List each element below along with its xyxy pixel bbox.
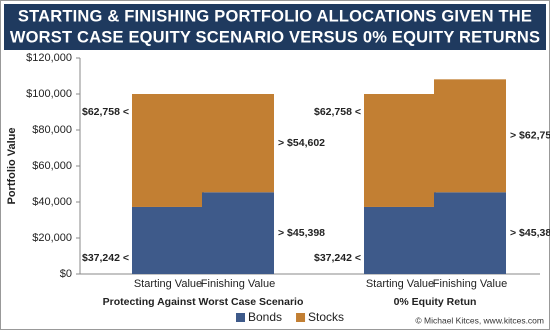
group-label: 0% Equity Retun [394, 296, 477, 308]
x-tick-label: Starting Value [366, 278, 434, 290]
credit: © Michael Kitces, www.kitces.com [415, 315, 544, 325]
value-label: > $54,602 [278, 137, 325, 149]
x-tick-label: Starting Value [134, 278, 202, 290]
x-tick-label: Finishing Value [433, 278, 507, 290]
y-tick-label: $100,000 [26, 88, 72, 100]
legend-swatch [296, 313, 306, 322]
value-label: $62,758 < [314, 106, 361, 118]
value-label: $62,758 < [82, 106, 129, 118]
y-tick-label: $40,000 [32, 196, 72, 208]
y-tick-label: $120,000 [26, 52, 72, 64]
y-tick-label: $20,000 [32, 232, 72, 244]
bar-segment [434, 79, 506, 193]
bar-segment [132, 94, 204, 207]
x-tick-label: Finishing Value [201, 278, 275, 290]
title-banner [4, 4, 546, 50]
y-axis-label: Portfolio Value [6, 127, 18, 204]
value-label: $37,242 < [314, 252, 361, 264]
bar-segment [364, 206, 436, 274]
bar-segment [132, 206, 204, 274]
legend-label: Bonds [248, 310, 282, 324]
chart-title: STARTING & FINISHING PORTFOLIO ALLOCATIO… [18, 7, 532, 25]
y-tick-label: $80,000 [32, 124, 72, 136]
y-tick-label: $60,000 [32, 160, 72, 172]
group-label: Protecting Against Worst Case Scenario [103, 296, 304, 308]
bar-segment [364, 94, 436, 207]
chart-title: WORST CASE EQUITY SCENARIO VERSUS 0% EQU… [10, 28, 540, 46]
legend-label: Stocks [308, 310, 344, 324]
bar-segment [434, 192, 506, 274]
bar-segment [202, 192, 274, 274]
legend-swatch [236, 313, 245, 322]
value-label: > $45,389 [510, 227, 550, 239]
bar-segment [202, 94, 274, 193]
y-tick-label: $0 [60, 268, 72, 280]
value-label: $37,242 < [82, 252, 129, 264]
value-label: > $62,758 [510, 130, 550, 142]
value-label: > $45,398 [278, 227, 325, 239]
